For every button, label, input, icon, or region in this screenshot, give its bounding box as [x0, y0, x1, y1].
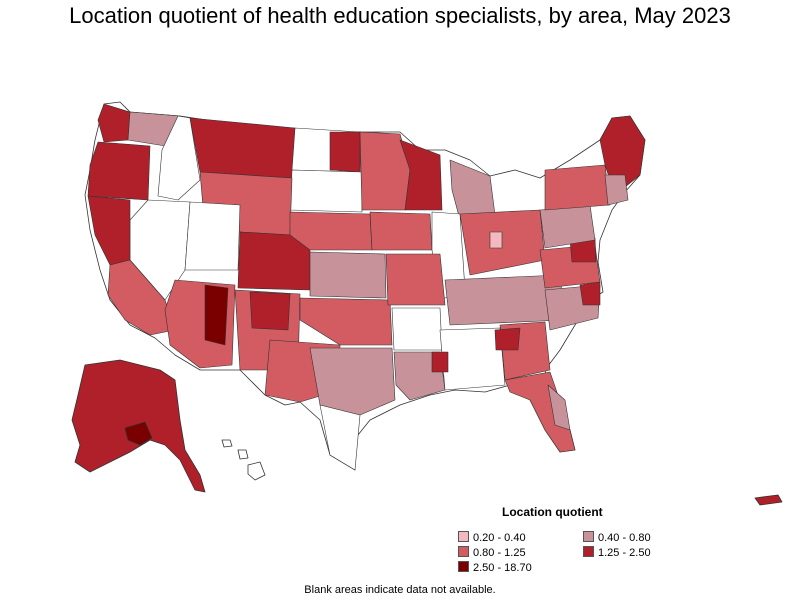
region-alabama-central	[431, 351, 449, 373]
region-arizona-east	[204, 284, 229, 346]
legend-swatch	[583, 531, 594, 542]
legend-swatch	[458, 531, 469, 542]
hawaii-islands	[221, 439, 266, 481]
region-california-north	[87, 195, 131, 266]
legend-label: 0.20 - 0.40	[473, 532, 526, 544]
region-oregon	[87, 141, 151, 201]
legend-item-2.50-18.70: 2.50 - 18.70	[458, 561, 532, 574]
region-nebraska	[289, 211, 373, 251]
region-south-dakota	[289, 169, 363, 213]
legend-swatch	[458, 546, 469, 557]
region-montana	[189, 117, 296, 179]
legend-label: 2.50 - 18.70	[473, 562, 532, 574]
legend-label: 1.25 - 2.50	[598, 547, 651, 559]
region-georgia-north	[494, 327, 521, 351]
region-california-south	[107, 259, 176, 336]
region-wisconsin	[399, 139, 443, 211]
legend-label: 0.80 - 1.25	[473, 547, 526, 559]
puerto-rico	[754, 494, 783, 506]
region-florida	[504, 371, 576, 453]
region-arkansas	[391, 307, 443, 351]
region-texas-south	[319, 404, 361, 471]
region-kansas	[309, 251, 387, 299]
legend-item-0.80-1.25: 0.80 - 1.25	[458, 546, 526, 559]
map-title: Location quotient of health education sp…	[69, 3, 731, 28]
region-new-york	[544, 164, 611, 211]
legend-swatch	[458, 561, 469, 572]
region-new-mexico-north	[249, 291, 291, 331]
legend-swatch	[583, 546, 594, 557]
region-washington-west	[97, 103, 131, 143]
legend-title: Location quotient	[502, 505, 603, 519]
legend-label: 0.40 - 0.80	[598, 532, 651, 544]
alaska-south-region	[124, 421, 153, 446]
region-north-dakota-east	[329, 131, 361, 173]
region-iowa	[369, 211, 433, 251]
region-north-carolina-coast	[579, 281, 601, 306]
legend-item-0.40-0.80: 0.40 - 0.80	[583, 531, 651, 544]
region-florida-east	[547, 384, 571, 431]
region-utah	[184, 201, 241, 271]
footnote: Blank areas indicate data not available.	[304, 584, 496, 596]
legend-item-0.20-0.40: 0.20 - 0.40	[458, 531, 526, 544]
region-missouri	[385, 253, 446, 306]
region-oklahoma	[299, 297, 393, 346]
region-texas-central	[309, 347, 396, 416]
region-pennsylvania	[539, 204, 596, 249]
region-ohio-area	[489, 231, 503, 249]
legend-item-1.25-2.50: 1.25 - 2.50	[583, 546, 651, 559]
region-southern-new-england	[604, 174, 629, 206]
